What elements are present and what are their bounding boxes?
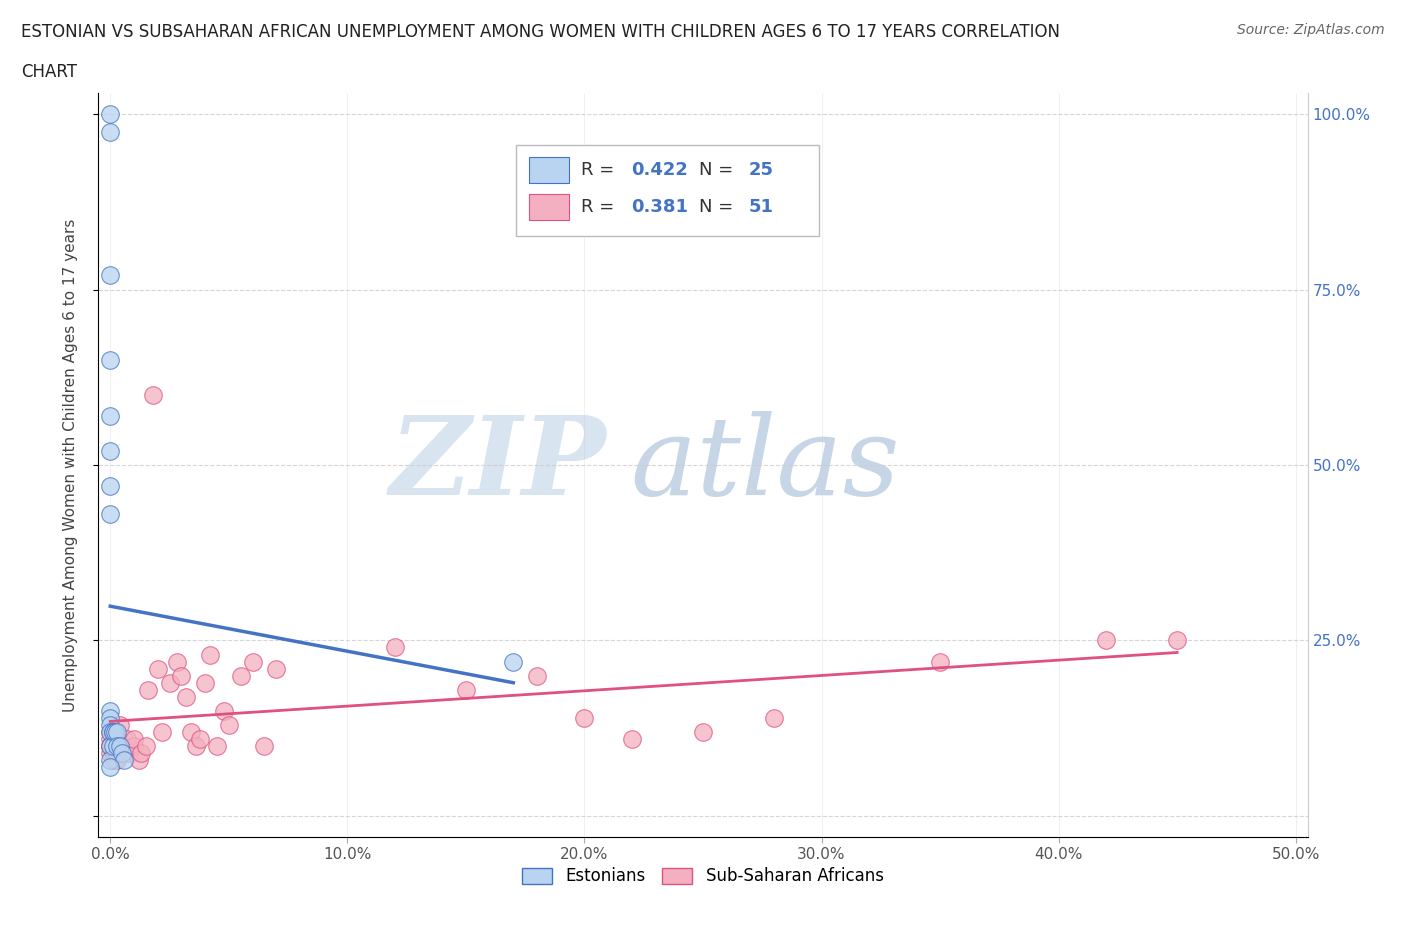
Point <box>264 661 287 676</box>
Point <box>111 738 134 753</box>
Point <box>136 683 159 698</box>
Point <box>190 731 212 746</box>
Point <box>526 668 548 683</box>
Point <box>114 752 136 767</box>
Point <box>114 738 136 753</box>
Text: CHART: CHART <box>21 63 77 81</box>
Point <box>198 647 221 662</box>
Bar <box>529 157 569 183</box>
Point <box>205 738 228 753</box>
Point <box>159 675 181 690</box>
Point <box>98 724 121 739</box>
Point <box>763 711 786 725</box>
Point <box>98 507 121 522</box>
Text: N =: N = <box>699 198 738 217</box>
Point <box>194 675 217 690</box>
Point <box>128 752 150 767</box>
Text: 0.422: 0.422 <box>631 161 688 179</box>
Point <box>502 654 524 669</box>
Point <box>1095 633 1118 648</box>
Point <box>108 738 131 753</box>
Point <box>152 724 174 739</box>
Point <box>98 703 121 718</box>
Point <box>98 107 121 122</box>
Text: 51: 51 <box>748 198 773 217</box>
Point <box>170 668 193 683</box>
Point <box>218 717 240 732</box>
Point <box>104 724 127 739</box>
Point <box>108 717 131 732</box>
Bar <box>529 194 569 220</box>
Text: Source: ZipAtlas.com: Source: ZipAtlas.com <box>1237 23 1385 37</box>
Point <box>174 689 197 704</box>
Legend: Estonians, Sub-Saharan Africans: Estonians, Sub-Saharan Africans <box>516 860 890 892</box>
Point <box>384 640 406 655</box>
Point <box>98 738 121 753</box>
Text: N =: N = <box>699 161 738 179</box>
Point <box>98 125 121 140</box>
Point <box>115 731 138 746</box>
Point <box>454 683 477 698</box>
Point <box>98 760 121 775</box>
Point <box>105 738 128 753</box>
Point <box>98 408 121 423</box>
Text: R =: R = <box>581 198 620 217</box>
Point <box>142 388 165 403</box>
Point <box>135 738 157 753</box>
Point <box>122 738 145 753</box>
Text: 25: 25 <box>748 161 773 179</box>
Point <box>101 738 124 753</box>
Point <box>98 724 121 739</box>
Point <box>101 752 124 767</box>
Point <box>129 745 152 760</box>
Point <box>98 444 121 458</box>
Point <box>111 745 134 760</box>
Point <box>101 724 124 739</box>
Point <box>104 752 127 767</box>
Text: atlas: atlas <box>630 411 900 519</box>
Point <box>212 703 235 718</box>
Point <box>98 352 121 367</box>
Point <box>101 724 124 739</box>
Point <box>574 711 596 725</box>
Point <box>98 711 121 725</box>
Text: 0.381: 0.381 <box>631 198 688 217</box>
Point <box>98 731 121 746</box>
Point <box>929 654 952 669</box>
Point <box>105 724 128 739</box>
Point <box>105 752 128 767</box>
Point <box>229 668 252 683</box>
Point <box>98 738 121 753</box>
Point <box>105 745 128 760</box>
Point <box>253 738 276 753</box>
Point <box>104 752 127 767</box>
Y-axis label: Unemployment Among Women with Children Ages 6 to 17 years: Unemployment Among Women with Children A… <box>63 219 77 711</box>
Point <box>118 745 141 760</box>
Point <box>98 738 121 753</box>
FancyBboxPatch shape <box>516 145 820 236</box>
Point <box>166 654 188 669</box>
Point <box>122 731 145 746</box>
Text: ZIP: ZIP <box>389 411 606 519</box>
Point <box>242 654 264 669</box>
Point <box>101 745 124 760</box>
Point <box>180 724 202 739</box>
Point <box>692 724 714 739</box>
Text: ESTONIAN VS SUBSAHARAN AFRICAN UNEMPLOYMENT AMONG WOMEN WITH CHILDREN AGES 6 TO : ESTONIAN VS SUBSAHARAN AFRICAN UNEMPLOYM… <box>21 23 1060 41</box>
Point <box>98 745 121 760</box>
Point <box>146 661 169 676</box>
Text: R =: R = <box>581 161 620 179</box>
Point <box>98 479 121 494</box>
Point <box>98 717 121 732</box>
Point <box>184 738 207 753</box>
Point <box>620 731 643 746</box>
Point <box>98 752 121 767</box>
Point <box>1166 633 1188 648</box>
Point <box>98 268 121 283</box>
